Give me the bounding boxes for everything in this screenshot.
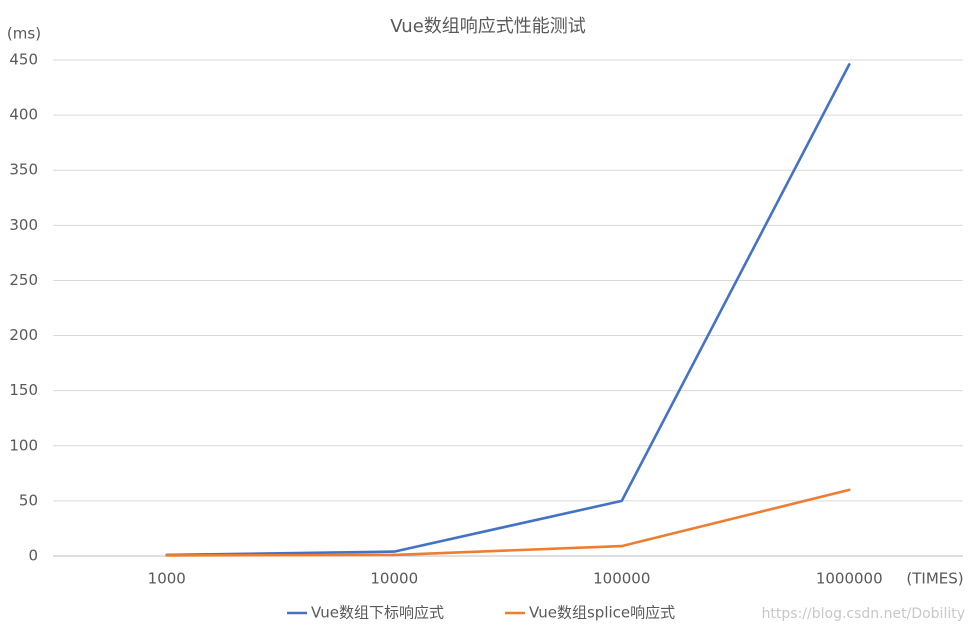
- y-tick-label: 450: [9, 51, 38, 69]
- y-axis-label: (ms): [7, 25, 41, 43]
- x-tick-label: 10000: [370, 570, 418, 588]
- series-line: [165, 63, 851, 557]
- y-tick-label: 50: [19, 491, 38, 509]
- series-line: [165, 488, 851, 557]
- legend-label: Vue数组下标响应式: [311, 604, 444, 622]
- y-tick-label: 250: [9, 271, 38, 289]
- y-tick-label: 350: [9, 161, 38, 179]
- legend-label: Vue数组splice响应式: [529, 604, 675, 622]
- y-tick-label: 300: [9, 216, 38, 234]
- y-tick-label: 100: [9, 436, 38, 454]
- x-axis-label: (TIMES): [906, 570, 963, 588]
- x-tick-label: 1000: [148, 570, 186, 588]
- x-tick-label: 100000: [593, 570, 650, 588]
- watermark: https://blog.csdn.net/Dobility: [762, 606, 965, 622]
- y-tick-label: 0: [28, 547, 38, 565]
- y-tick-label: 400: [9, 106, 38, 124]
- chart-title: Vue数组响应式性能测试: [390, 16, 586, 37]
- y-tick-label: 150: [9, 381, 38, 399]
- y-tick-label: 200: [9, 326, 38, 344]
- x-tick-label: 1000000: [816, 570, 883, 588]
